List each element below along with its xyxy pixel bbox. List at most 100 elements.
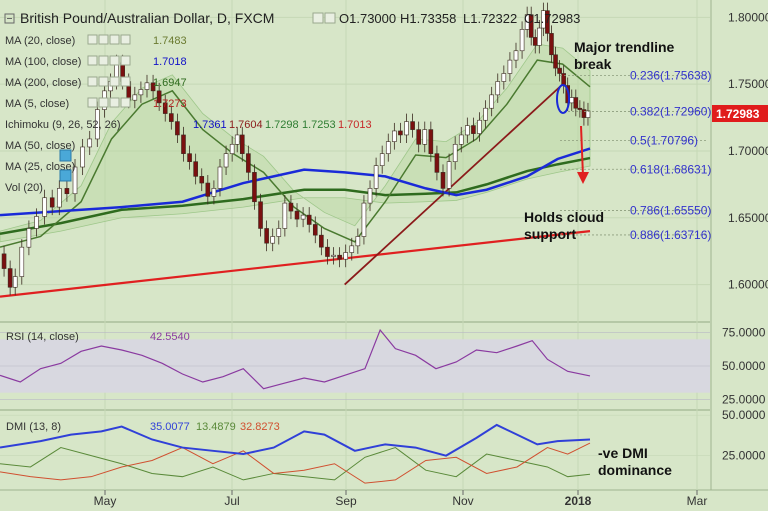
candle-body bbox=[513, 50, 519, 61]
chart-header: British Pound/Australian Dollar, D, FXCM… bbox=[4, 10, 580, 26]
legend-indicator-label: Vol (20) bbox=[5, 182, 43, 194]
dmi-value: 32.8273 bbox=[240, 421, 280, 433]
fib-level-label: 0.886(1.63716) bbox=[630, 228, 711, 242]
candle-body bbox=[234, 134, 240, 145]
legend-control-icon bbox=[87, 97, 98, 108]
legend-control-icon bbox=[120, 34, 131, 45]
candle-body bbox=[331, 254, 336, 257]
fib-level-label: 0.5(1.70796) bbox=[630, 133, 698, 147]
legend-ichimoku-value: 1.7298 bbox=[265, 119, 299, 131]
price-tick-label: 1.65000 bbox=[728, 211, 768, 225]
ma200-line bbox=[0, 156, 591, 236]
candle-body bbox=[64, 188, 70, 195]
axes: 1.80000 1.75000 1.70000 1.65000 1.60000 May Ju… bbox=[94, 10, 768, 508]
settings-icon[interactable] bbox=[324, 12, 336, 24]
current-price-tag bbox=[712, 105, 768, 122]
candle-body bbox=[175, 121, 180, 136]
candle-body bbox=[80, 146, 85, 168]
candle-body bbox=[532, 37, 538, 46]
major-trendline bbox=[344, 80, 567, 286]
candle-body bbox=[501, 73, 507, 82]
trendlines bbox=[0, 80, 591, 298]
candle-body bbox=[252, 172, 257, 203]
candle-body bbox=[181, 134, 186, 154]
candle-body bbox=[223, 153, 229, 168]
time-tick-label: Mar bbox=[687, 494, 708, 508]
candle-body bbox=[187, 153, 192, 162]
candle-body bbox=[528, 14, 534, 38]
legend-indicator-label: Ichimoku (9, 26, 52, 26) bbox=[5, 119, 121, 131]
legend-ichimoku-value: 1.7253 bbox=[302, 119, 336, 131]
candle-body bbox=[385, 141, 391, 154]
dmi-label: DMI (13, 8) bbox=[6, 421, 61, 433]
dmi-tick-label: 50.0000 bbox=[722, 408, 766, 422]
candle-body bbox=[300, 214, 306, 220]
legend-control-icon bbox=[87, 76, 98, 87]
candle-body bbox=[379, 153, 385, 166]
rsi-label: RSI (14, close) bbox=[6, 331, 79, 343]
legend-indicator-value: 1.6947 bbox=[153, 77, 187, 89]
time-tick-label: May bbox=[94, 494, 117, 508]
time-tick-label: Nov bbox=[452, 494, 473, 508]
annotation-cloud-support: Holds cloud support bbox=[524, 209, 604, 242]
legend-indicator-label: MA (5, close) bbox=[5, 98, 69, 110]
legend-ichimoku-value: 1.7361 bbox=[193, 119, 227, 131]
dmi-tick-label: 25.0000 bbox=[722, 449, 766, 463]
candle-body bbox=[577, 107, 583, 110]
candle-body bbox=[162, 102, 168, 114]
header-buttons[interactable] bbox=[312, 12, 336, 24]
down-arrow-shaft bbox=[580, 125, 584, 177]
candle-body bbox=[471, 125, 476, 134]
candle-body bbox=[57, 188, 62, 208]
candle-body bbox=[229, 143, 235, 154]
collapse-icon[interactable] bbox=[4, 13, 15, 24]
eye-icon[interactable] bbox=[312, 12, 324, 24]
legend-indicator-label: MA (100, close) bbox=[5, 56, 81, 68]
candle-body bbox=[34, 216, 39, 229]
time-tick-label: Jul bbox=[224, 494, 239, 508]
candle-body bbox=[537, 27, 542, 46]
legend-indicator-label: MA (25, close) bbox=[5, 161, 75, 173]
price-tick-label: 1.60000 bbox=[728, 278, 768, 292]
candle-body bbox=[416, 129, 421, 145]
legend-indicator-label: MA (200, close) bbox=[5, 77, 81, 89]
candle-body bbox=[355, 236, 361, 247]
dmi-panel: 50.0000 25.0000 DMI (13, 8) 35.0077 13.4879 3… bbox=[0, 408, 766, 484]
legend-control-icon bbox=[109, 76, 120, 87]
current-price-label: 1.72983 bbox=[716, 107, 760, 121]
legend-eye-icon bbox=[59, 169, 72, 182]
candle-body bbox=[211, 188, 217, 197]
legend-indicator-value: 1.7483 bbox=[153, 35, 187, 47]
legend-eye-icon bbox=[59, 149, 72, 162]
legend-indicator-label: MA (50, close) bbox=[5, 140, 75, 152]
candle-body bbox=[581, 109, 587, 118]
candle-body bbox=[319, 234, 324, 248]
candle-body bbox=[489, 94, 494, 109]
candle-body bbox=[452, 143, 458, 162]
legend-control-icon bbox=[120, 97, 131, 108]
rsi-panel: 75.0000 50.0000 25.0000 RSI (14, close) 42.5… bbox=[0, 326, 766, 406]
candle-body bbox=[507, 59, 513, 74]
candle-body bbox=[343, 252, 348, 260]
candle-body bbox=[349, 245, 355, 253]
legend-control-icon bbox=[87, 55, 98, 66]
dmi-adx-line bbox=[0, 423, 591, 457]
candle-body bbox=[398, 130, 403, 136]
candle-body bbox=[258, 201, 263, 229]
legend-control-icon bbox=[109, 55, 120, 66]
candle-body bbox=[95, 109, 100, 140]
indicator-legend: MA (20, close) 1.7483 MA (100, close) 1.701… bbox=[5, 34, 372, 194]
candle-body bbox=[549, 33, 554, 56]
ohlc-high: H1.73358 bbox=[400, 11, 456, 26]
candle-body bbox=[392, 130, 397, 142]
candle-body bbox=[1, 253, 7, 269]
candle-body bbox=[404, 121, 409, 136]
ma100-line bbox=[0, 147, 591, 217]
rsi-tick-label: 75.0000 bbox=[722, 326, 766, 340]
annotation-dmi: -ve DMI dominance bbox=[598, 445, 672, 478]
legend-ichimoku-value: 1.7604 bbox=[229, 119, 263, 131]
candle-body bbox=[428, 129, 434, 154]
fib-level-label: 0.618(1.68631) bbox=[630, 162, 711, 176]
candle-body bbox=[246, 153, 251, 173]
candle-body bbox=[264, 228, 269, 244]
